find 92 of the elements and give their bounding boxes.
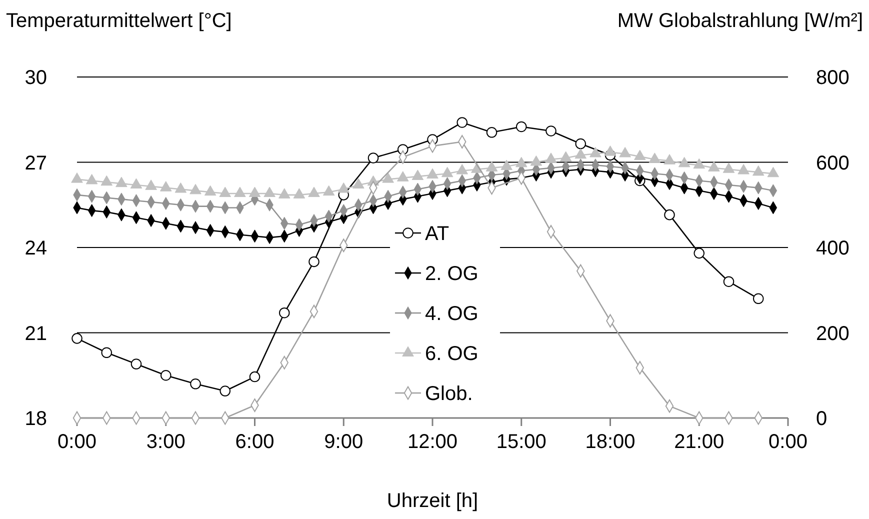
point xyxy=(545,152,557,163)
point xyxy=(278,307,290,318)
point xyxy=(515,156,528,168)
x-tick-label: 18:00 xyxy=(585,431,636,453)
point xyxy=(204,185,216,196)
point xyxy=(486,127,498,138)
x-tick-label: 0:00 xyxy=(768,431,808,453)
point xyxy=(441,166,454,178)
point xyxy=(604,146,616,156)
point xyxy=(160,370,172,381)
y-tick-label: 18 xyxy=(24,408,47,430)
point xyxy=(220,386,231,396)
y-tick-label: 27 xyxy=(24,152,47,174)
legend-label: 4. OG xyxy=(425,303,478,325)
point xyxy=(249,371,260,382)
point xyxy=(752,165,764,176)
x-tick-label: 12:00 xyxy=(407,431,458,453)
point xyxy=(308,256,320,268)
x-tick-label: 15:00 xyxy=(496,431,546,453)
y2-tick-label: 400 xyxy=(816,238,850,260)
point xyxy=(752,293,764,304)
point xyxy=(574,148,587,159)
point xyxy=(174,182,187,193)
point xyxy=(486,161,498,172)
point xyxy=(560,151,572,162)
x-tick-label: 3:00 xyxy=(146,431,186,453)
point xyxy=(738,164,750,174)
y-tick-label: 24 xyxy=(24,238,47,260)
point xyxy=(382,172,394,183)
point xyxy=(634,150,646,160)
y2-tick-label: 800 xyxy=(816,67,850,89)
legend-label: AT xyxy=(425,223,450,245)
point xyxy=(456,117,468,128)
point xyxy=(590,146,602,158)
legend-label: Glob. xyxy=(425,383,473,405)
point xyxy=(71,172,83,183)
point xyxy=(722,162,735,173)
x-tick-label: 6:00 xyxy=(235,431,274,453)
point xyxy=(456,164,468,174)
x-tick-label: 21:00 xyxy=(674,431,724,453)
point xyxy=(352,178,364,188)
legend-label: 6. OG xyxy=(425,343,478,365)
point xyxy=(308,186,320,198)
point xyxy=(412,170,424,180)
point xyxy=(160,181,172,192)
point xyxy=(708,161,720,172)
point xyxy=(130,358,142,370)
point xyxy=(648,152,661,163)
point xyxy=(368,152,379,164)
point xyxy=(546,126,556,136)
point xyxy=(72,333,82,344)
y-axis-title: Temperaturmittelwert [°C] xyxy=(6,10,232,32)
x-tick-label: 0:00 xyxy=(58,431,96,453)
y2-axis-title: MW Globalstrahlung [W/m²] xyxy=(617,10,863,32)
point xyxy=(500,160,512,170)
point xyxy=(530,155,542,166)
point xyxy=(664,154,676,164)
point xyxy=(293,188,306,198)
point xyxy=(723,276,734,287)
point xyxy=(145,180,157,190)
point xyxy=(116,176,128,188)
point xyxy=(234,186,246,198)
x-axis-title: Uhrzeit [h] xyxy=(386,490,478,512)
point xyxy=(575,138,586,150)
point xyxy=(130,178,142,188)
point xyxy=(693,158,706,169)
point xyxy=(190,184,202,194)
point xyxy=(767,166,780,178)
point xyxy=(664,209,675,220)
point xyxy=(694,248,705,259)
point xyxy=(219,186,232,198)
point xyxy=(396,171,409,182)
point xyxy=(426,168,438,179)
y-tick-label: 21 xyxy=(24,322,47,345)
y2-tick-label: 600 xyxy=(816,152,850,174)
point xyxy=(278,188,290,198)
y2-tick-label: 200 xyxy=(816,322,850,345)
point xyxy=(322,185,335,196)
point xyxy=(190,378,201,390)
point xyxy=(678,156,690,168)
point xyxy=(248,186,261,198)
point xyxy=(86,174,98,184)
y-tick-label: 30 xyxy=(24,67,47,89)
point xyxy=(100,175,113,186)
legend-label: 2. OG xyxy=(425,263,478,285)
point xyxy=(338,182,350,193)
point xyxy=(264,186,276,198)
point xyxy=(516,121,527,132)
y2-tick-label: 0 xyxy=(816,408,828,430)
point xyxy=(101,347,112,358)
x-tick-label: 9:00 xyxy=(324,431,364,453)
point xyxy=(619,146,631,158)
